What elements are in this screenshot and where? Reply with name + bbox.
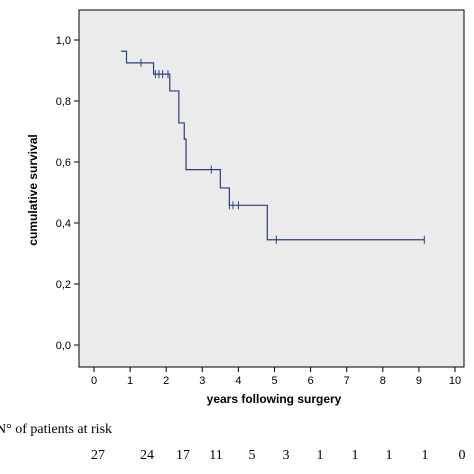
x-tick-label: 3 — [199, 375, 205, 387]
y-tick-label: 0,2 — [56, 279, 71, 291]
x-tick-label: 0 — [91, 375, 97, 387]
y-tick-label: 0,0 — [56, 340, 71, 352]
risk-table-counts: 27 24 17 11 5 3 1 1 1 1 0 — [91, 448, 466, 463]
risk-count: 1 — [317, 448, 324, 463]
x-tick-label: 4 — [235, 375, 241, 387]
risk-count: 24 — [140, 448, 154, 463]
y-tick-label: 0,6 — [56, 157, 71, 169]
y-tick-label: 0,4 — [56, 218, 71, 230]
risk-count: 1 — [422, 448, 429, 463]
risk-count: 1 — [386, 448, 393, 463]
series-layer — [121, 50, 425, 244]
plot-area — [78, 9, 465, 368]
y-tick-label: 0,8 — [56, 96, 71, 108]
y-tick-label: 1,0 — [56, 35, 71, 47]
x-tick-label: 9 — [416, 375, 422, 387]
x-axis-title: years following surgery — [207, 392, 342, 406]
x-axis-ticks: 0 1 2 3 4 5 6 7 8 9 10 — [91, 367, 461, 387]
x-tick-label: 1 — [127, 375, 133, 387]
x-tick-label: 6 — [308, 375, 314, 387]
risk-count: 27 — [91, 448, 105, 463]
x-tick-label: 7 — [344, 375, 350, 387]
risk-count: 5 — [249, 448, 256, 463]
risk-count: 1 — [352, 448, 359, 463]
x-tick-label: 5 — [271, 375, 277, 387]
y-axis-title: cumulative survival — [26, 134, 40, 245]
risk-count: 17 — [176, 448, 190, 463]
x-tick-label: 2 — [163, 375, 169, 387]
risk-count: 3 — [283, 448, 290, 463]
x-tick-label: 8 — [380, 375, 386, 387]
risk-count: 0 — [459, 448, 466, 463]
y-axis-ticks: 0,0 0,2 0,4 0,6 0,8 1,0 — [56, 35, 79, 352]
x-tick-label: 10 — [449, 375, 461, 387]
risk-table-label: N° of patients at risk — [0, 422, 112, 437]
risk-count: 11 — [209, 448, 222, 463]
